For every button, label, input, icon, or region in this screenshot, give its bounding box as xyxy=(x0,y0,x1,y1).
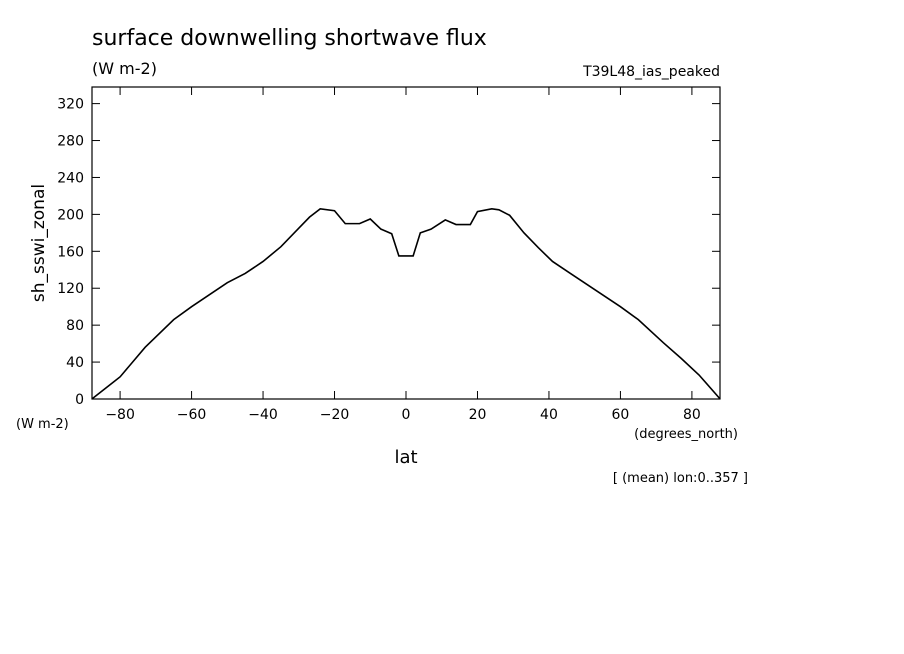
chart-title: surface downwelling shortwave flux xyxy=(92,26,487,51)
plot-frame xyxy=(91,86,721,400)
x-units: (degrees_north) xyxy=(634,427,738,442)
y-tick-label: 120 xyxy=(57,281,84,297)
note: [ (mean) lon:0..357 ] xyxy=(613,471,748,486)
y-tick-label: 80 xyxy=(66,318,84,334)
y-tick-label: 40 xyxy=(66,355,84,371)
x-tick-label: −60 xyxy=(177,407,207,423)
dataset: T39L48_ias_peaked xyxy=(582,64,720,80)
y-units: (W m-2) xyxy=(16,417,69,432)
y-tick-label: 320 xyxy=(57,97,84,113)
x-tick-label: −20 xyxy=(320,407,350,423)
x-tick-label: −80 xyxy=(105,407,135,423)
units: (W m-2) xyxy=(92,59,157,78)
y-tick-label: 0 xyxy=(75,392,84,408)
y-tick-label: 160 xyxy=(57,244,84,260)
x-tick-label: 20 xyxy=(469,407,487,423)
x-tick-label: 0 xyxy=(402,407,411,423)
y-tick-label: 280 xyxy=(57,134,84,150)
y-axis-label: sh_sswi_zonal xyxy=(29,184,49,302)
x-tick-label: 40 xyxy=(540,407,558,423)
x-tick-label: 60 xyxy=(612,407,630,423)
x-axis-label: lat xyxy=(394,447,417,468)
x-tick-label: −40 xyxy=(248,407,278,423)
y-tick-label: 240 xyxy=(57,170,84,186)
x-tick-label: 80 xyxy=(683,407,701,423)
data-line xyxy=(91,208,721,400)
y-tick-label: 200 xyxy=(57,207,84,223)
